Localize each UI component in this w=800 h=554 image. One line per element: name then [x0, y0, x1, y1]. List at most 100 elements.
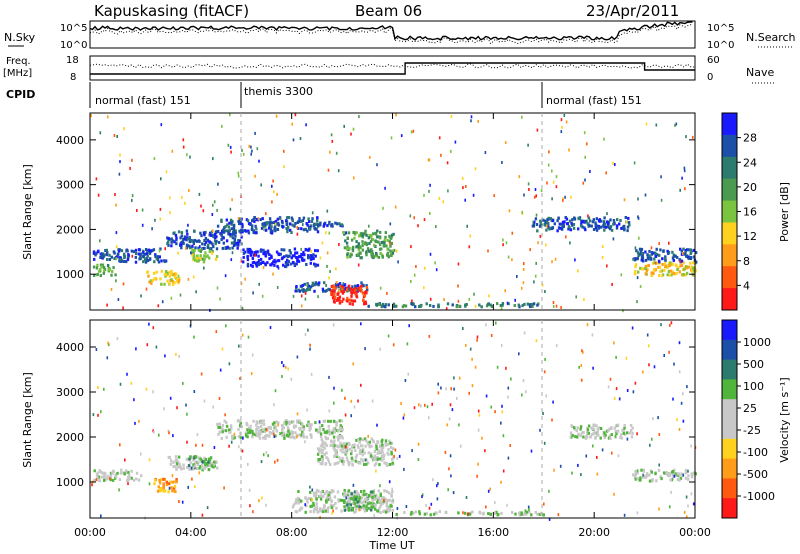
heatmap-cell — [350, 492, 353, 496]
heatmap-cell — [682, 419, 685, 423]
heatmap-cell — [338, 295, 342, 299]
heatmap-cell — [155, 270, 158, 274]
colorbar-tick-label: -25 — [743, 424, 761, 437]
heatmap-cell — [370, 505, 373, 509]
heatmap-cell — [414, 510, 417, 514]
heatmap-cell — [373, 514, 376, 517]
heatmap-cell — [123, 255, 127, 259]
heatmap-cell — [415, 265, 417, 268]
heatmap-cell — [383, 238, 387, 242]
heatmap-cell — [157, 304, 160, 308]
heatmap-cell — [692, 502, 695, 506]
heatmap-cell — [359, 287, 362, 291]
heatmap-cell — [423, 193, 425, 197]
heatmap-cell — [432, 304, 435, 308]
heatmap-cell — [341, 291, 345, 295]
heatmap-cell — [403, 511, 406, 514]
heatmap-cell — [325, 451, 328, 455]
heatmap-cell — [580, 220, 583, 224]
heatmap-cell — [372, 505, 375, 509]
heatmap-cell — [339, 444, 342, 448]
heatmap-cell — [286, 216, 290, 219]
heatmap-cell — [188, 244, 191, 248]
heatmap-cell — [364, 229, 367, 233]
heatmap-cell — [375, 240, 378, 244]
heatmap-cell — [167, 429, 170, 433]
heatmap-cell — [130, 249, 133, 253]
heatmap-cell — [685, 135, 687, 139]
heatmap-cell — [356, 460, 359, 464]
heatmap-cell — [178, 277, 181, 281]
heatmap-cell — [345, 448, 348, 452]
heatmap-cell — [148, 458, 151, 462]
heatmap-cell — [316, 216, 319, 220]
heatmap-cell — [391, 461, 394, 465]
freq-trace — [90, 62, 695, 75]
heatmap-cell — [556, 229, 559, 233]
colorbar-tick-label: 24 — [743, 156, 757, 169]
heatmap-cell — [345, 451, 348, 455]
heatmap-cell — [338, 289, 341, 293]
nave-trace — [89, 63, 696, 69]
heatmap-cell — [239, 424, 242, 428]
heatmap-cell — [240, 225, 244, 229]
heatmap-cell — [676, 472, 680, 476]
heatmap-cell — [407, 372, 410, 376]
heatmap-cell — [266, 428, 269, 432]
heatmap-cell — [487, 512, 490, 516]
heatmap-cell — [244, 277, 246, 281]
heatmap-cell — [118, 478, 122, 481]
heatmap-cell — [445, 307, 448, 311]
heatmap-cell — [112, 266, 115, 270]
heatmap-cell — [197, 248, 201, 252]
heatmap-cell — [404, 379, 407, 382]
heatmap-cell — [584, 220, 587, 223]
heatmap-cell — [185, 246, 187, 250]
heatmap-cell — [227, 143, 230, 147]
heatmap-cell — [199, 249, 202, 253]
heatmap-cell — [539, 428, 541, 432]
heatmap-cell — [339, 284, 342, 288]
heatmap-cell — [323, 281, 326, 285]
heatmap-cell — [375, 493, 378, 497]
heatmap-cell — [471, 357, 473, 361]
heatmap-cell — [310, 372, 313, 376]
heatmap-cell — [320, 494, 323, 498]
heatmap-cell — [551, 169, 553, 173]
heatmap-cell — [193, 249, 196, 252]
heatmap-cell — [103, 268, 107, 271]
heatmap-cell — [253, 433, 256, 437]
heatmap-cell — [112, 469, 115, 473]
heatmap-cell — [594, 221, 597, 225]
heatmap-cell — [379, 450, 382, 454]
heatmap-cell — [521, 393, 523, 397]
heatmap-cell — [191, 251, 194, 255]
heatmap-cell — [546, 222, 550, 226]
heatmap-cell — [477, 428, 480, 432]
heatmap-cell — [388, 508, 392, 512]
heatmap-cell — [351, 249, 355, 253]
heatmap-cell — [308, 496, 311, 500]
heatmap-cell — [158, 481, 162, 485]
heatmap-cell — [219, 368, 222, 372]
heatmap-cell — [239, 436, 242, 440]
heatmap-cell — [304, 440, 306, 444]
heatmap-cell — [283, 248, 286, 252]
heatmap-cell — [342, 231, 345, 234]
heatmap-cell — [413, 216, 415, 220]
heatmap-cell — [580, 222, 583, 226]
heatmap-cell — [375, 447, 378, 451]
heatmap-cell — [335, 281, 338, 284]
heatmap-cell — [687, 265, 691, 269]
heatmap-cell — [225, 239, 229, 243]
heatmap-cell — [128, 473, 131, 477]
heatmap-cell — [534, 217, 538, 221]
heatmap-cell — [293, 254, 296, 258]
colorbar-swatch — [722, 478, 737, 499]
heatmap-cell — [379, 492, 382, 496]
heatmap-cell — [258, 282, 260, 286]
heatmap-cell — [176, 406, 178, 410]
heatmap-cell — [196, 433, 199, 437]
heatmap-cell — [606, 220, 609, 224]
heatmap-cell — [151, 279, 154, 282]
